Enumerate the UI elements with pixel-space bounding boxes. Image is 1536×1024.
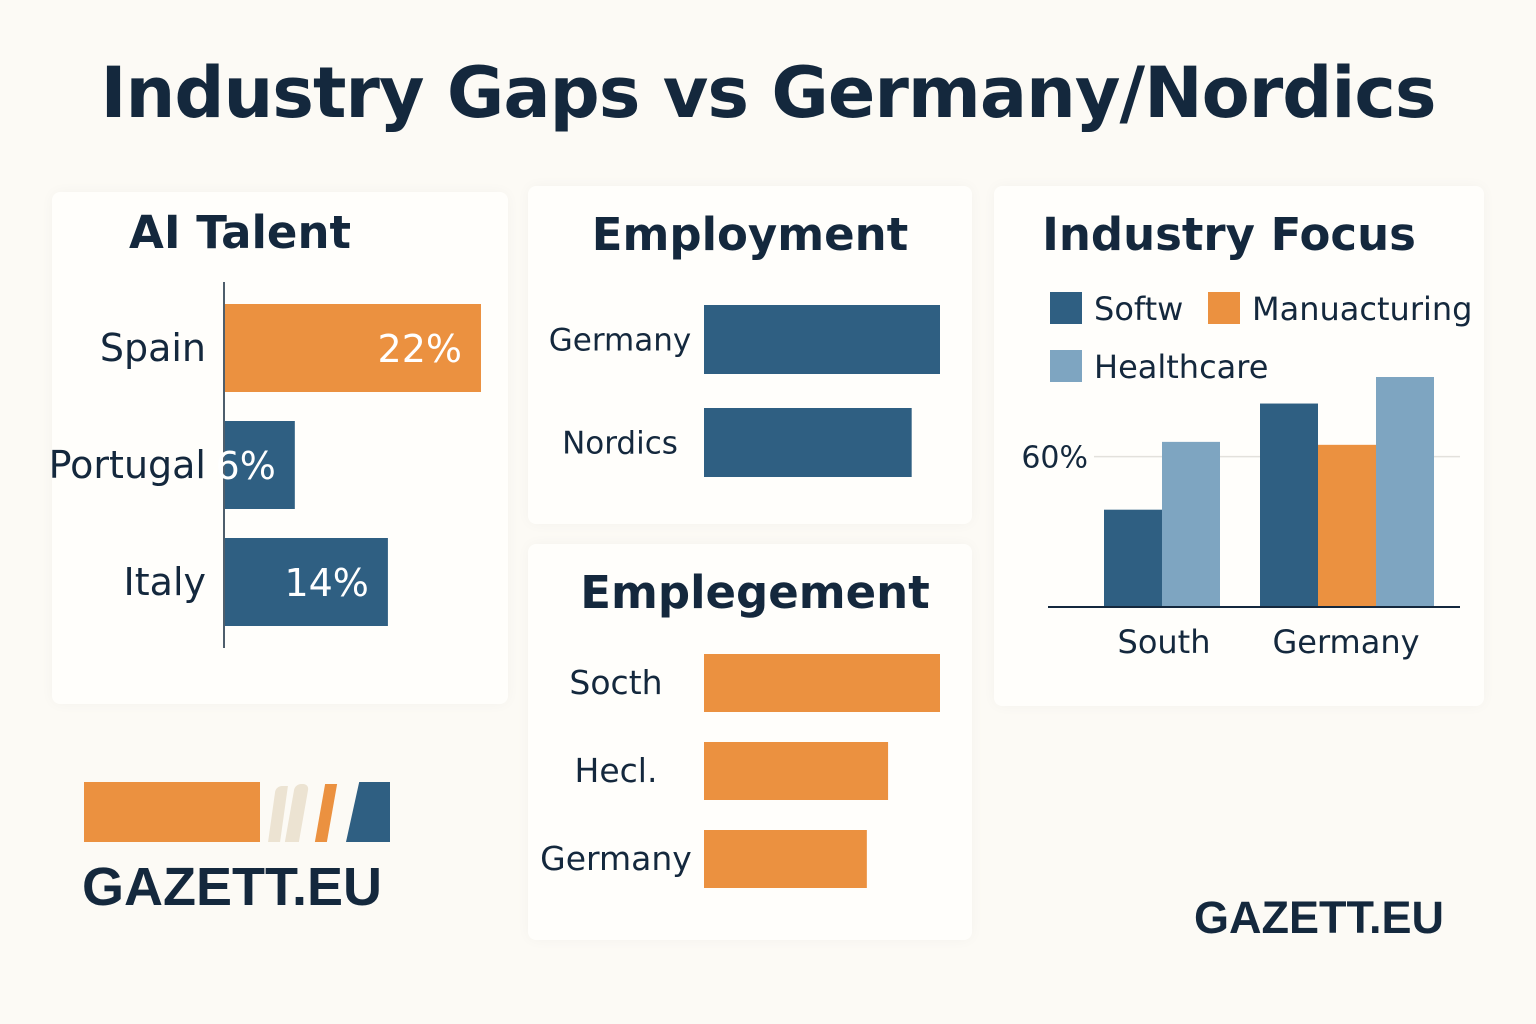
value-label-portugal: 6% <box>216 444 276 488</box>
brand-logo-graphic <box>84 782 394 844</box>
bar-germany-softw <box>1260 403 1318 607</box>
bar-portugal <box>225 421 295 509</box>
legend-swatch-healthcare <box>1050 350 1082 382</box>
x-tick-label-germany: Germany <box>1272 623 1419 661</box>
x-tick-label-south: South <box>1118 623 1211 661</box>
legend-label-healthcare: Healthcare <box>1094 348 1268 386</box>
brand-wordmark-left: GAZETT.EU <box>82 857 383 917</box>
bar-germany <box>704 830 867 888</box>
legend-swatch-softw <box>1050 292 1082 324</box>
employment-title: Employment <box>591 208 909 261</box>
bar-germany <box>704 305 940 374</box>
category-label-nordics: Nordics <box>562 426 678 462</box>
bar-germany-healthcare <box>1376 377 1434 607</box>
bar-germany-manuacturing <box>1318 444 1376 607</box>
ai-talent-title: AI Talent <box>129 206 351 259</box>
logo-cream-stroke-2 <box>284 784 310 842</box>
legend-swatch-manuacturing <box>1208 292 1240 324</box>
brand-wordmark-right: GAZETT.EU <box>1194 892 1445 943</box>
category-label-germany: Germany <box>540 839 692 878</box>
logo-orange-bar <box>84 782 260 842</box>
category-label-spain: Spain <box>100 326 206 370</box>
ai-talent-panel: AI Talent Spain 22% Portugal 6% Italy 14% <box>52 192 508 704</box>
legend-label-softw: Softw <box>1094 290 1183 328</box>
bar-italy <box>225 538 388 626</box>
emplegement-title: Emplegement <box>580 566 930 619</box>
category-label-hecl: Hecl. <box>575 751 658 790</box>
category-label-italy: Italy <box>124 560 206 604</box>
bar-south-softw <box>1104 509 1162 607</box>
bar-nordics <box>704 408 912 477</box>
emplegement-panel: Emplegement Socth Hecl. Germany <box>528 544 972 940</box>
category-label-portugal: Portugal <box>52 443 206 487</box>
industry-focus-panel: Industry Focus Softw Manuacturing Healthca… <box>994 186 1484 706</box>
category-label-socth: Socth <box>569 663 662 702</box>
emplegement-chart: Socth Hecl. Germany <box>540 654 940 888</box>
industry-focus-chart: Softw Manuacturing Healthcare 60% South Germa… <box>1021 290 1472 661</box>
value-label-italy: 14% <box>284 561 368 605</box>
logo-orange-stroke <box>314 784 338 842</box>
bar-south-healthcare <box>1162 441 1220 607</box>
y-tick-label: 60% <box>1021 441 1088 476</box>
employment-chart: Germany Nordics <box>549 305 940 477</box>
employment-panel: Employment Germany Nordics <box>528 186 972 524</box>
page-title: Industry Gaps vs Germany/Nordics <box>100 52 1436 134</box>
industry-focus-title: Industry Focus <box>1042 208 1416 261</box>
ai-talent-chart: Spain 22% Portugal 6% Italy 14% <box>52 282 481 648</box>
category-label-germany: Germany <box>549 323 691 359</box>
logo-navy-shape <box>346 782 390 842</box>
logo-cream-stroke-1 <box>268 786 288 842</box>
legend-label-manuacturing: Manuacturing <box>1252 290 1472 328</box>
bar-socth <box>704 654 940 712</box>
value-label-spain: 22% <box>378 327 462 371</box>
bar-hecl <box>704 742 889 800</box>
bar-spain <box>225 304 481 392</box>
